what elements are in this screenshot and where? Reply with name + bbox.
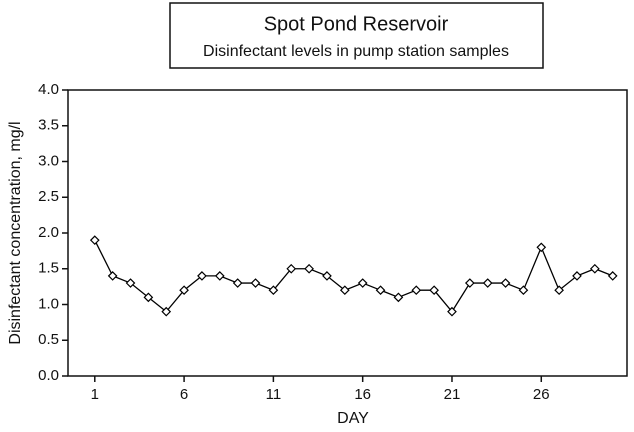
- y-tick-label: 2.5: [38, 188, 59, 205]
- data-point: [339, 285, 350, 296]
- data-point: [125, 278, 136, 288]
- data-point: [518, 285, 529, 296]
- y-tick-label: 0.0: [38, 367, 59, 384]
- data-point: [322, 271, 332, 281]
- data-point: [161, 306, 172, 317]
- chart-title: Spot Pond Reservoir: [264, 13, 449, 35]
- data-point: [286, 263, 297, 274]
- data-point: [304, 263, 314, 274]
- data-point: [482, 278, 493, 288]
- x-tick-label: 21: [444, 386, 461, 403]
- data-point: [214, 271, 225, 281]
- data-point: [232, 278, 243, 288]
- data-point: [179, 285, 189, 296]
- y-tick-label: 2.0: [38, 224, 59, 241]
- data-point: [411, 285, 422, 296]
- data-line: [94, 239, 613, 313]
- data-point: [107, 271, 118, 281]
- y-tick-label: 0.5: [38, 331, 59, 348]
- data-point: [143, 292, 154, 303]
- data-point: [375, 285, 386, 296]
- x-tick-label: 6: [180, 386, 188, 403]
- data-point: [250, 278, 261, 288]
- data-point: [500, 278, 511, 288]
- x-tick-label: 16: [354, 386, 371, 403]
- data-point: [607, 271, 618, 281]
- data-point: [429, 285, 439, 296]
- data-point: [447, 306, 457, 317]
- y-tick-label: 3.5: [38, 117, 59, 134]
- data-point: [590, 263, 600, 274]
- data-point: [554, 285, 564, 296]
- y-axis-label: Disinfectant concentration, mg/l: [7, 121, 24, 344]
- data-point: [89, 235, 100, 245]
- x-axis-label: DAY: [337, 410, 369, 427]
- y-tick-label: 1.5: [38, 260, 59, 277]
- plot-frame: [67, 89, 628, 377]
- x-tick-label: 1: [91, 386, 99, 403]
- x-tick-label: 26: [533, 386, 550, 403]
- data-point: [268, 285, 279, 296]
- y-tick-label: 3.0: [38, 152, 59, 169]
- y-tick-label: 4.0: [38, 81, 59, 98]
- x-tick-label: 11: [266, 386, 282, 403]
- data-point: [197, 271, 207, 281]
- y-tick-label: 1.0: [38, 295, 59, 312]
- chart-subtitle: Disinfectant levels in pump station samp…: [203, 43, 509, 60]
- data-point: [572, 271, 582, 281]
- data-point: [393, 292, 404, 303]
- data-point: [536, 242, 547, 253]
- data-point: [357, 278, 368, 288]
- title-box: [169, 2, 544, 69]
- data-point: [464, 278, 475, 288]
